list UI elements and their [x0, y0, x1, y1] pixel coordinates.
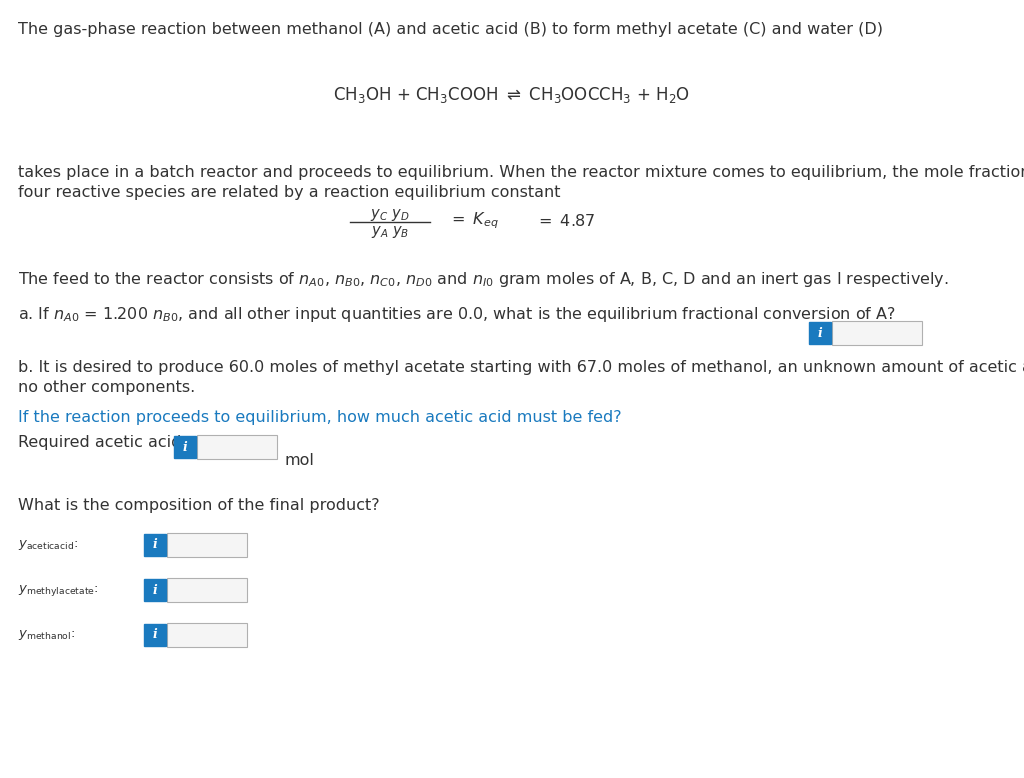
Text: i: i	[153, 629, 158, 642]
Bar	[167, 578, 247, 602]
Text: a. If $n_{A0}$ = 1.200 $n_{B0}$, and all other input quantities are 0.0, what is: a. If $n_{A0}$ = 1.200 $n_{B0}$, and all…	[18, 305, 896, 324]
Text: CH$_3$OH + CH$_3$COOH $\rightleftharpoons$ CH$_3$OOCCH$_3$ + H$_2$O: CH$_3$OH + CH$_3$COOH $\rightleftharpoon…	[334, 85, 690, 105]
Text: The feed to the reactor consists of $n_{A0}$, $n_{B0}$, $n_{C0}$, $n_{D0}$ and $: The feed to the reactor consists of $n_{…	[18, 270, 948, 289]
Bar	[197, 435, 278, 459]
Text: Required acetic acid:: Required acetic acid:	[18, 435, 186, 450]
Bar	[167, 623, 247, 647]
Text: no other components.: no other components.	[18, 380, 196, 395]
Text: i: i	[153, 584, 158, 597]
Bar	[809, 322, 831, 344]
Bar	[167, 533, 247, 557]
Bar	[144, 534, 166, 556]
Text: $y_A\ y_B$: $y_A\ y_B$	[371, 224, 410, 240]
Text: mol: mol	[285, 453, 314, 468]
Text: takes place in a batch reactor and proceeds to equilibrium. When the reactor mix: takes place in a batch reactor and proce…	[18, 165, 1024, 180]
Text: four reactive species are related by a reaction equilibrium constant: four reactive species are related by a r…	[18, 185, 560, 200]
Text: $=\ K_{eq}$: $=\ K_{eq}$	[449, 211, 499, 231]
Text: i: i	[817, 327, 822, 339]
Text: $y_C\ y_D$: $y_C\ y_D$	[371, 207, 410, 223]
Bar	[144, 579, 166, 601]
Text: $y_{\mathrm{methanol}}$:: $y_{\mathrm{methanol}}$:	[18, 628, 76, 642]
Bar	[144, 624, 166, 646]
Text: $=\ 4.87$: $=\ 4.87$	[535, 213, 596, 229]
Text: $y_{\mathrm{acetic acid}}$:: $y_{\mathrm{acetic acid}}$:	[18, 538, 79, 552]
Bar	[174, 436, 196, 458]
Text: i: i	[153, 538, 158, 552]
Text: The gas-phase reaction between methanol (A) and acetic acid (B) to form methyl a: The gas-phase reaction between methanol …	[18, 22, 883, 37]
Bar	[831, 321, 922, 345]
Text: b. It is desired to produce 60.0 moles of methyl acetate starting with 67.0 mole: b. It is desired to produce 60.0 moles o…	[18, 360, 1024, 375]
Text: If the reaction proceeds to equilibrium, how much acetic acid must be fed?: If the reaction proceeds to equilibrium,…	[18, 410, 622, 425]
Text: i: i	[182, 440, 187, 454]
Text: $y_{\mathrm{methylacetate}}$:: $y_{\mathrm{methylacetate}}$:	[18, 583, 99, 598]
Text: What is the composition of the final product?: What is the composition of the final pro…	[18, 498, 380, 513]
